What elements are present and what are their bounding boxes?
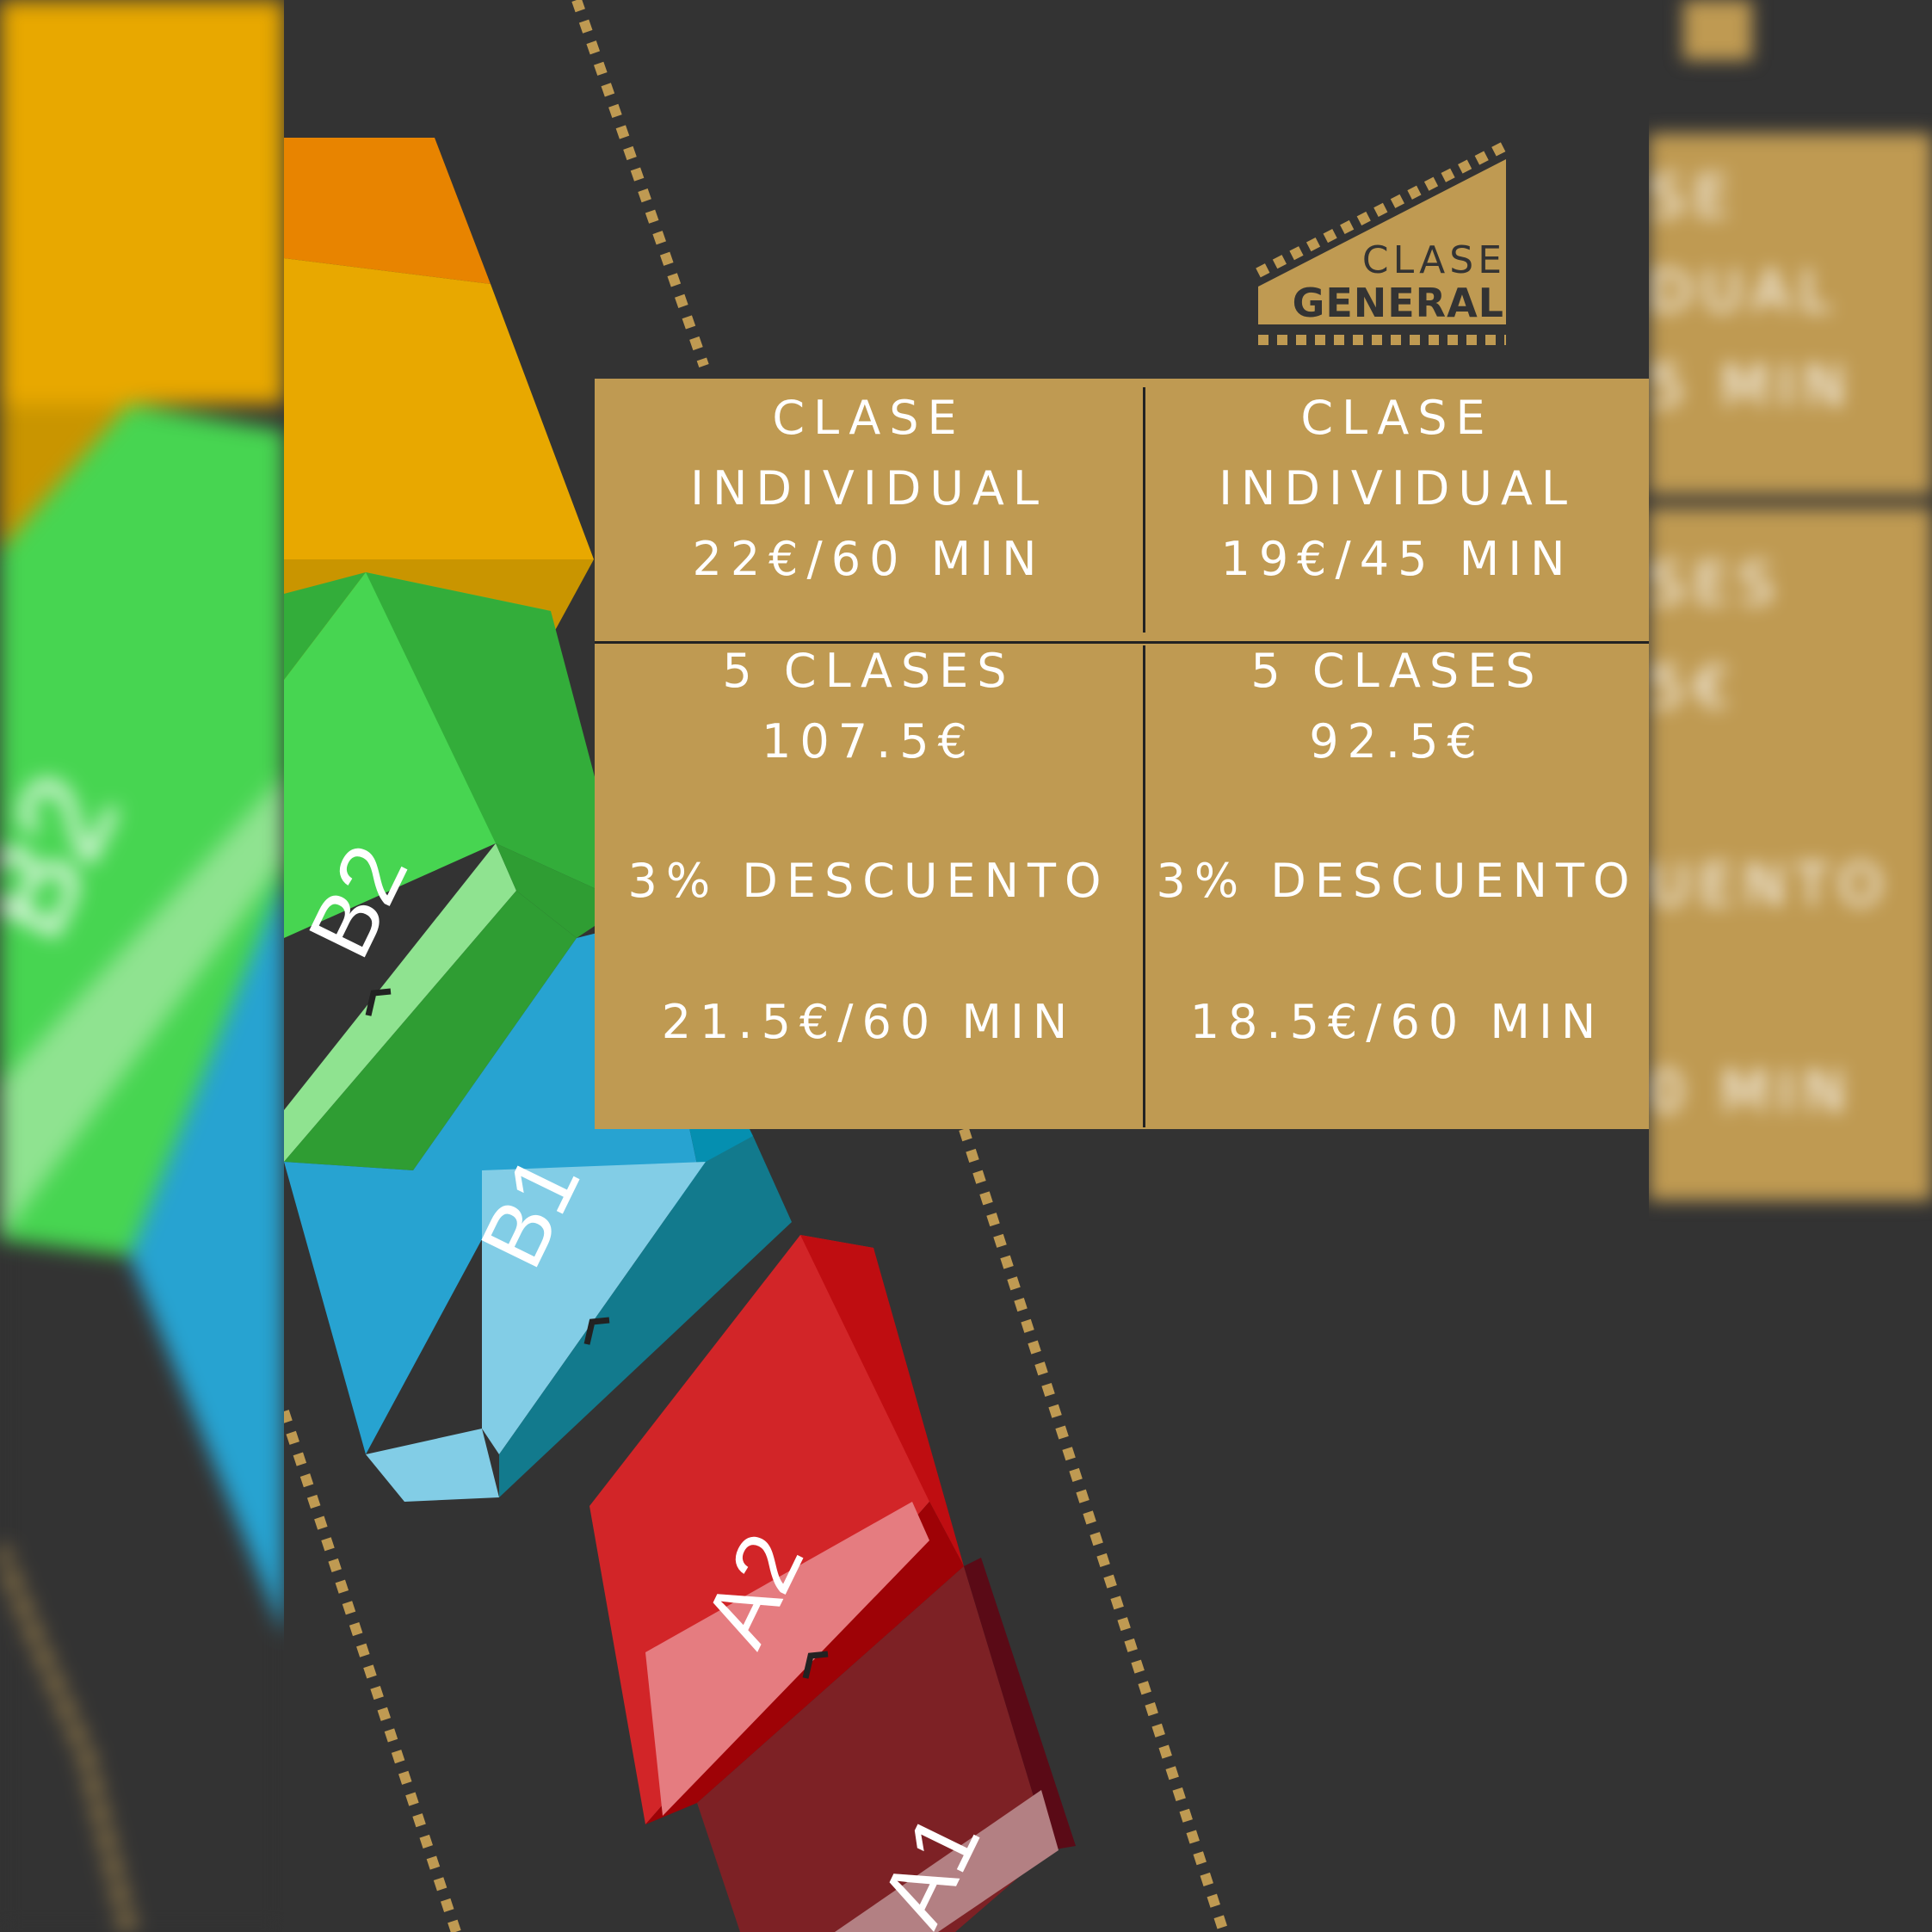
clase-general-logo: CLASE GENERAL [1248,133,1515,353]
bundle-cell-45: 5 CLASES 92.5€ 3% DESCUENTO 18.5€/60 MIN [1145,644,1649,1129]
blurred-text-3: 5 MIN [1649,353,1855,419]
cell-header-price: 19€/45 MIN [1220,532,1574,586]
discount-label: 3% DESCUENTO [627,854,1110,908]
dotted-line-left [279,1410,461,1932]
column-divider-bottom [1143,645,1145,1127]
cell-header-line-2: INDIVIDUAL [690,461,1047,515]
per-class-price: 18.5€/60 MIN [1189,995,1605,1049]
bundle-price: 92.5€ [1309,714,1485,768]
blurred-text-2: DUAL [1649,258,1840,324]
bundle-price: 107.5€ [762,714,976,768]
level-staircase-illustration: B2 B1 A2 A1 [279,0,1649,1932]
price-table: CLASE INDIVIDUAL 22€/60 MIN 5 CLASES 107… [595,379,1649,1129]
blurred-text-6: UENTO [1649,852,1892,918]
cell-header-price: 22€/60 MIN [692,532,1046,586]
a1-cube-face [697,1566,1050,1932]
bundle-label: 5 CLASES [722,644,1015,698]
right-blurred-panel: SE DUAL 5 MIN SES 5€ UENTO 0 MIN [1649,0,1932,1932]
bundle-cell-60: 5 CLASES 107.5€ 3% DESCUENTO 21.5€/60 MI… [595,644,1143,1129]
row-divider [595,641,1649,644]
blurred-text-7: 0 MIN [1649,1059,1855,1125]
dotted-line-top [571,0,709,367]
logo-text-top: CLASE [1361,238,1506,282]
blurred-text-4: SES [1649,551,1783,617]
dotted-line-right [959,1127,1229,1932]
cell-header-line-2: INDIVIDUAL [1219,461,1576,515]
discount-label: 3% DESCUENTO [1156,854,1639,908]
blurred-text-1: SE [1649,164,1738,230]
blurred-text-5: 5€ [1649,654,1738,720]
price-cell-individual-45: CLASE INDIVIDUAL 19€/45 MIN [1145,379,1649,641]
left-blurred-art: B2 [0,0,284,1932]
left-blurred-panel: B2 [0,0,284,1932]
per-class-price: 21.5€/60 MIN [661,995,1077,1049]
column-divider-top [1143,387,1145,633]
logo-text-main: GENERAL [1292,280,1504,326]
bundle-label: 5 CLASES [1250,644,1544,698]
cell-header-line-1: CLASE [772,391,966,445]
logo-clapper-shape [1258,159,1506,324]
price-cell-individual-60: CLASE INDIVIDUAL 22€/60 MIN [595,379,1143,641]
cell-header-line-1: CLASE [1300,391,1494,445]
